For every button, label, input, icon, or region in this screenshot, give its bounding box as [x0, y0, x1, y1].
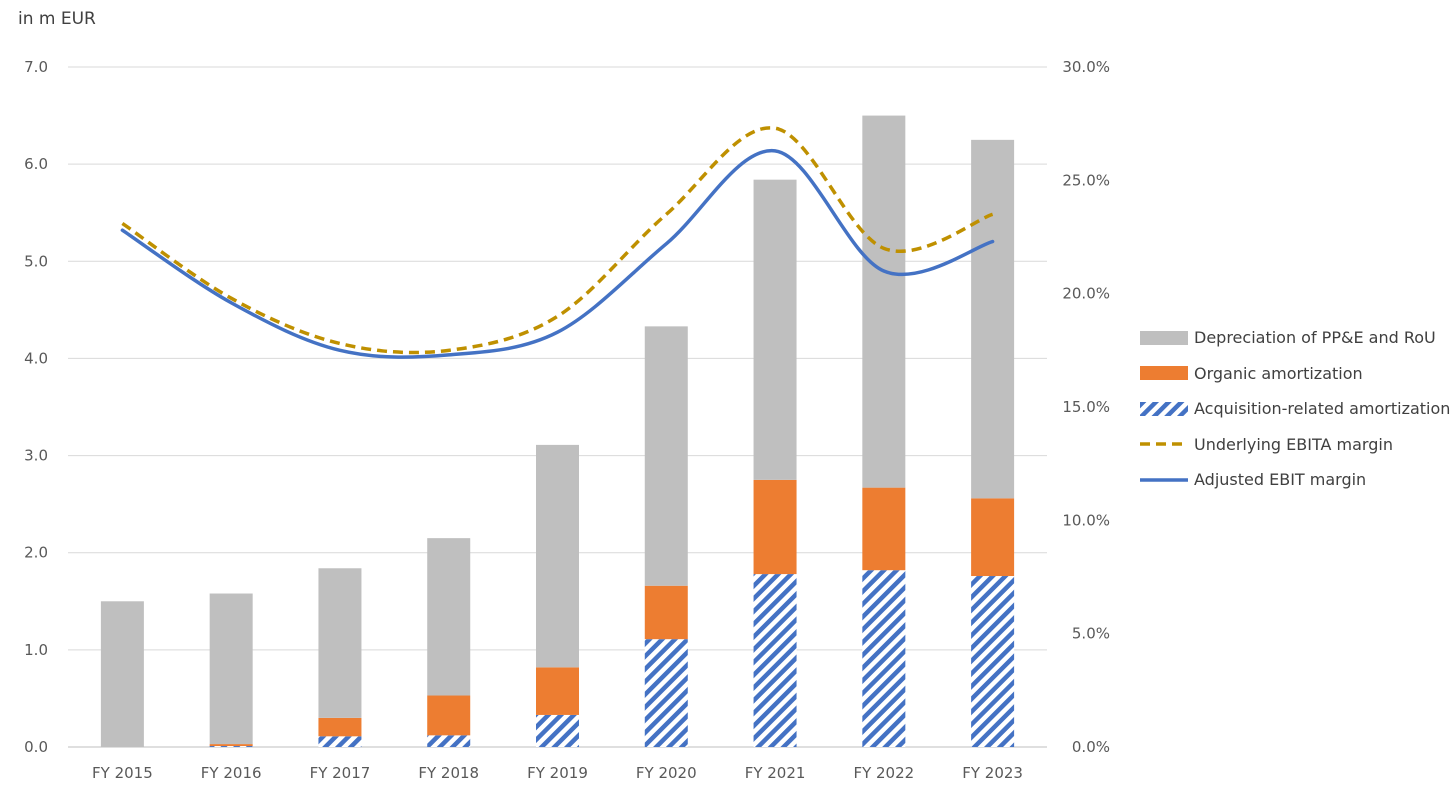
y2-tick-label: 15.0% [1062, 398, 1110, 416]
bar-depreciation-of-pp-e-and-rou [536, 444, 579, 668]
bar-depreciation-of-pp-e-and-rou [209, 593, 253, 745]
legend-swatch [1140, 401, 1188, 416]
legend-item: Depreciation of PP&E and RoU [1140, 320, 1450, 356]
bar-depreciation-of-pp-e-and-rou [971, 139, 1015, 499]
x-tick-label: FY 2019 [527, 764, 588, 782]
legend-label: Depreciation of PP&E and RoU [1194, 328, 1436, 348]
x-tick-label: FY 2015 [92, 764, 153, 782]
line-adjusted-ebit-margin [120, 149, 995, 359]
x-tick-label: FY 2023 [962, 764, 1023, 782]
legend: Depreciation of PP&E and RoU Organic amor… [1140, 320, 1450, 498]
y-tick-label: 4.0 [24, 349, 48, 367]
legend-item: Underlying EBITA margin [1140, 427, 1450, 463]
x-tick-label: FY 2017 [310, 764, 371, 782]
bar-organic-amortization [427, 695, 471, 736]
lines [120, 126, 995, 359]
x-tick-label: FY 2020 [636, 764, 697, 782]
y-tick-label: 6.0 [24, 155, 48, 173]
y2-tick-label: 0.0% [1072, 738, 1110, 756]
y-tick-label: 1.0 [24, 641, 48, 659]
bar-organic-amortization [536, 667, 579, 715]
x-tick-label: FY 2016 [201, 764, 262, 782]
legend-swatch [1140, 366, 1188, 381]
legend-item: Adjusted EBIT margin [1140, 462, 1450, 498]
legend-swatch-fill [1140, 401, 1188, 416]
bar-depreciation-of-pp-e-and-rou [100, 601, 144, 747]
axes: 0.0 1.0 2.0 3.0 4.0 5.0 6.0 7.0 0.0% 5.0% 10.0% 15.… [24, 58, 1110, 782]
bar-acquisition-related-amortization [644, 639, 688, 747]
legend-label: Underlying EBITA margin [1194, 434, 1393, 454]
legend-label: Organic amortization [1194, 363, 1363, 383]
legend-item: Organic amortization [1140, 356, 1450, 392]
bar-depreciation-of-pp-e-and-rou [862, 115, 906, 488]
legend-swatch [1140, 330, 1188, 345]
line-underlying-ebita-margin [121, 126, 994, 355]
bar-organic-amortization [209, 744, 253, 747]
y2-tick-label: 30.0% [1062, 58, 1110, 76]
bar-acquisition-related-amortization [318, 736, 362, 747]
y-tick-label: 0.0 [24, 738, 48, 756]
bar-organic-amortization [644, 585, 688, 640]
bar-depreciation-of-pp-e-and-rou [427, 538, 471, 696]
x-tick-label: FY 2018 [418, 764, 479, 782]
bar-organic-amortization [318, 717, 362, 737]
legend-label: Adjusted EBIT margin [1194, 470, 1367, 490]
bar-organic-amortization [753, 479, 797, 575]
bar-depreciation-of-pp-e-and-rou [318, 568, 362, 718]
bar-acquisition-related-amortization [971, 576, 1015, 747]
unit-label: in m EUR [18, 9, 96, 29]
y-tick-label: 5.0 [24, 252, 48, 270]
y-tick-label: 2.0 [24, 544, 48, 562]
x-tick-label: FY 2022 [853, 764, 914, 782]
bars [100, 115, 1015, 747]
y-tick-label: 7.0 [24, 58, 48, 76]
y2-tick-label: 20.0% [1062, 285, 1110, 303]
legend-label: Acquisition-related amortization [1194, 399, 1451, 419]
bar-depreciation-of-pp-e-and-rou [644, 326, 688, 586]
bar-organic-amortization [971, 498, 1015, 577]
y2-tick-label: 5.0% [1072, 625, 1110, 643]
legend-swatch-fill [1140, 330, 1188, 345]
legend-item: Acquisition-related amortization [1140, 391, 1450, 427]
bar-acquisition-related-amortization [862, 570, 906, 747]
bar-acquisition-related-amortization [209, 746, 253, 747]
legend-swatch [1140, 442, 1188, 446]
x-tick-label: FY 2021 [745, 764, 806, 782]
legend-swatch [1140, 478, 1188, 482]
bar-depreciation-of-pp-e-and-rou [753, 179, 797, 480]
bar-acquisition-related-amortization [753, 574, 797, 747]
y2-tick-label: 25.0% [1062, 171, 1110, 189]
bar-acquisition-related-amortization [536, 714, 579, 747]
bar-acquisition-related-amortization [427, 735, 471, 747]
legend-swatch-fill [1140, 366, 1188, 381]
y-tick-label: 3.0 [24, 447, 48, 465]
y2-tick-label: 10.0% [1062, 511, 1110, 529]
bar-organic-amortization [862, 487, 906, 571]
